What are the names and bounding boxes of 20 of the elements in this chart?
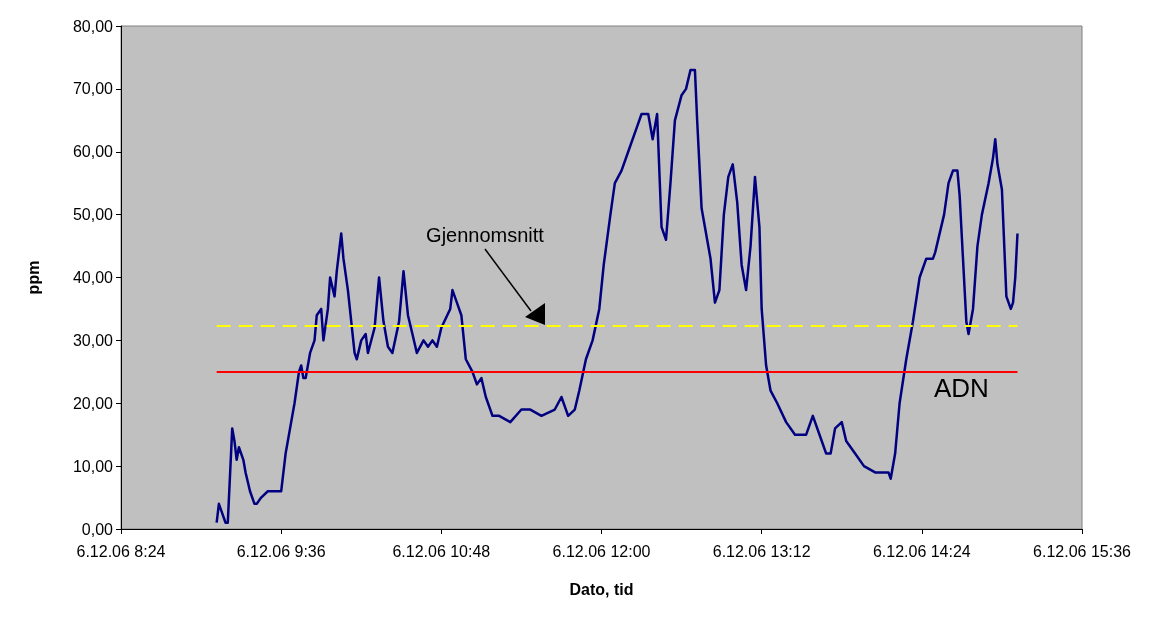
y-tick-label: 10,00 [72, 457, 114, 475]
y-tick-label: 50,00 [72, 206, 114, 224]
x-tick-label: 6.12.06 14:24 [872, 542, 971, 560]
ref-line-label: ADN [933, 372, 989, 403]
y-axis-title: ppm [24, 260, 42, 295]
x-tick-label: 6.12.06 12:00 [552, 542, 651, 560]
y-tick-label: 30,00 [72, 331, 114, 349]
y-tick-label: 20,00 [72, 394, 114, 412]
y-tick-label: 70,00 [72, 80, 114, 98]
annotation: Gjennomsnitt [426, 224, 545, 247]
x-tick-label: 6.12.06 15:36 [1033, 542, 1132, 560]
x-tick-label: 6.12.06 10:48 [392, 542, 491, 560]
y-tick-label: 40,00 [72, 269, 114, 286]
x-axis-title: Dato, tid [569, 580, 634, 598]
y-tick-label: 0,00 [81, 520, 114, 538]
x-tick-label: 6.12.06 9:36 [236, 542, 326, 560]
y-tick-label: 60,00 [72, 143, 114, 161]
y-tick-label: 80,00 [72, 17, 114, 35]
x-tick-label: 6.12.06 8:24 [76, 542, 166, 560]
x-tick-label: 6.12.06 13:12 [712, 542, 811, 560]
